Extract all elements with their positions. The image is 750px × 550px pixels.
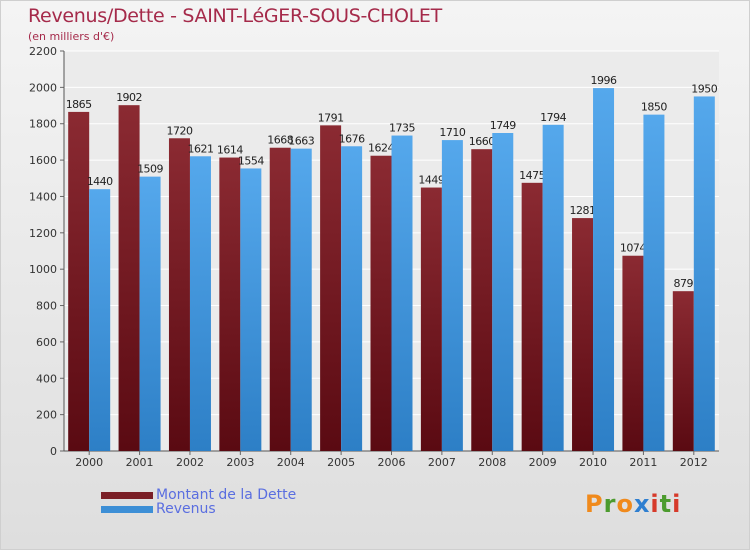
data-label-revenus-2010: 1996: [591, 74, 617, 87]
x-tick-label-2012: 2012: [680, 456, 708, 469]
bar-dette-2008: [471, 149, 493, 451]
legend-label-dette: Montant de la Dette: [156, 487, 297, 503]
x-tick-label-2001: 2001: [126, 456, 154, 469]
data-label-dette-2008: 1660: [469, 135, 495, 148]
legend-label-revenus: Revenus: [156, 501, 216, 517]
data-label-dette-2007: 1449: [418, 174, 444, 187]
bar-dette-2001: [118, 105, 140, 451]
data-label-dette-2012: 879: [674, 277, 694, 290]
y-tick-label-1400: 1400: [29, 190, 57, 203]
y-tick-label-200: 200: [36, 409, 57, 422]
x-tick-label-2006: 2006: [378, 456, 406, 469]
chart-subtitle: (en milliers d'€): [28, 30, 115, 43]
x-tick-label-2010: 2010: [579, 456, 607, 469]
x-tick-label-2000: 2000: [75, 456, 103, 469]
data-label-revenus-2012: 1950: [691, 82, 717, 95]
bar-revenus-2009: [542, 124, 564, 452]
y-tick-label-1800: 1800: [29, 118, 57, 131]
data-label-dette-2000: 1865: [66, 98, 92, 111]
data-label-dette-2002: 1720: [166, 124, 192, 137]
bar-revenus-2001: [139, 176, 161, 452]
x-tick-label-2003: 2003: [226, 456, 254, 469]
x-tick-label-2009: 2009: [529, 456, 557, 469]
bar-dette-2007: [420, 187, 442, 451]
bar-dette-2011: [622, 255, 644, 451]
y-tick-label-1200: 1200: [29, 227, 57, 240]
x-tick-label-2011: 2011: [629, 456, 657, 469]
y-tick-label-0: 0: [50, 445, 57, 458]
bar-revenus-2005: [341, 146, 363, 452]
y-tick-label-2000: 2000: [29, 81, 57, 94]
data-label-revenus-2003: 1554: [238, 154, 264, 167]
data-label-revenus-2001: 1509: [137, 163, 163, 176]
chart-title: Revenus/Dette - SAINT-LéGER-SOUS-CHOLET: [28, 5, 442, 27]
y-tick-label-800: 800: [36, 300, 57, 313]
data-label-revenus-2004: 1663: [288, 135, 314, 148]
data-label-dette-2004: 1668: [267, 134, 293, 147]
bar-dette-2003: [219, 157, 241, 451]
bar-dette-2000: [68, 111, 90, 451]
x-tick-label-2005: 2005: [327, 456, 355, 469]
bar-revenus-2007: [441, 140, 463, 451]
data-label-revenus-2009: 1794: [540, 111, 566, 124]
data-label-dette-2010: 1281: [570, 204, 596, 217]
data-label-dette-2001: 1902: [116, 91, 142, 104]
bar-revenus-2006: [391, 135, 413, 451]
data-label-revenus-2000: 1440: [87, 175, 113, 188]
legend-swatch-dette: [101, 492, 153, 499]
data-label-revenus-2006: 1735: [389, 122, 415, 135]
bar-revenus-2011: [643, 114, 665, 452]
bar-revenus-2008: [492, 133, 514, 451]
proxiti-logo: Proxiti: [585, 490, 682, 518]
bar-revenus-2000: [89, 189, 111, 451]
bar-revenus-2010: [593, 88, 615, 451]
bar-dette-2012: [672, 291, 694, 451]
bar-dette-2005: [320, 125, 342, 451]
bar-dette-2009: [521, 182, 543, 451]
x-tick-label-2007: 2007: [428, 456, 456, 469]
y-tick-label-1000: 1000: [29, 263, 57, 276]
x-tick-label-2004: 2004: [277, 456, 305, 469]
data-label-revenus-2007: 1710: [439, 126, 465, 139]
bar-dette-2010: [572, 218, 594, 451]
x-tick-label-2008: 2008: [478, 456, 506, 469]
bar-revenus-2012: [693, 96, 715, 452]
data-label-revenus-2002: 1621: [187, 142, 213, 155]
y-tick-label-400: 400: [36, 372, 57, 385]
bar-dette-2002: [168, 138, 190, 452]
bar-dette-2004: [269, 147, 291, 451]
data-label-revenus-2011: 1850: [641, 101, 667, 114]
bar-revenus-2004: [290, 148, 312, 452]
data-label-dette-2006: 1624: [368, 142, 394, 155]
data-label-dette-2003: 1614: [217, 144, 243, 157]
x-tick-label-2002: 2002: [176, 456, 204, 469]
data-label-revenus-2008: 1749: [490, 119, 516, 132]
data-label-revenus-2005: 1676: [339, 132, 365, 145]
legend-swatch-revenus: [101, 506, 153, 513]
y-tick-label-1600: 1600: [29, 154, 57, 167]
data-label-dette-2005: 1791: [318, 111, 344, 124]
y-tick-label-600: 600: [36, 336, 57, 349]
data-label-dette-2011: 1074: [620, 242, 646, 255]
y-tick-label-2200: 2200: [29, 45, 57, 58]
bar-revenus-2003: [240, 168, 262, 452]
bar-dette-2006: [370, 155, 392, 451]
bar-revenus-2002: [189, 156, 211, 452]
data-label-dette-2009: 1475: [519, 169, 545, 182]
